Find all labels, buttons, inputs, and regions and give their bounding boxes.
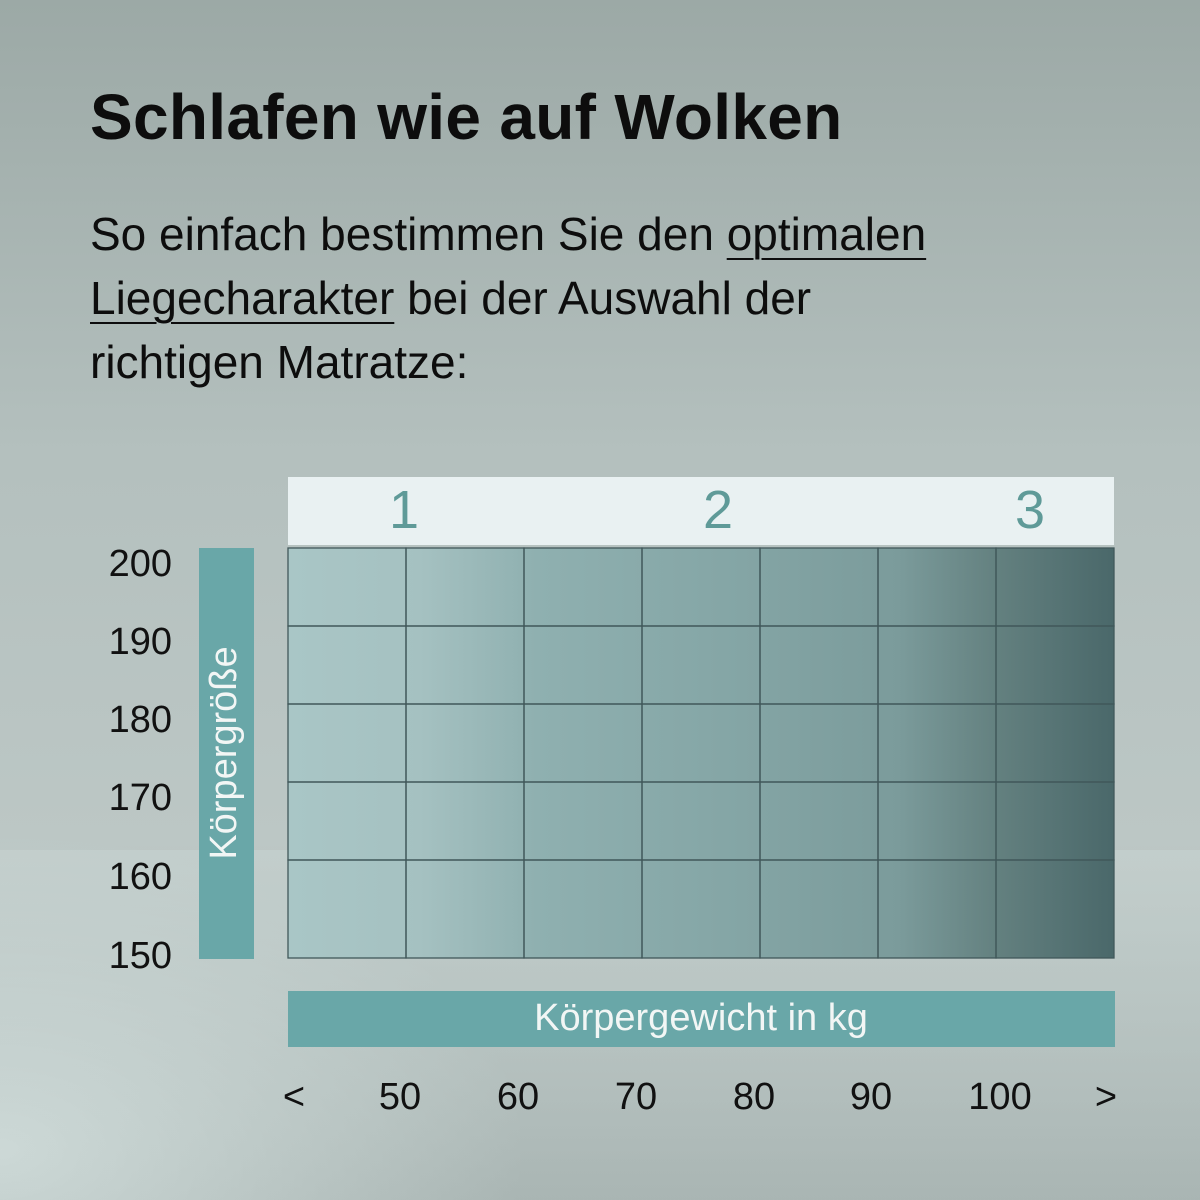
- zone-label-3: 3: [1015, 480, 1045, 540]
- y-axis-title: Körpergröße: [203, 646, 245, 859]
- x-tick-label: 100: [968, 1076, 1031, 1118]
- y-tick-label: 160: [109, 856, 172, 898]
- page-title: Schlafen wie auf Wolken: [90, 81, 843, 153]
- x-axis-title-bar: [288, 991, 1115, 1047]
- page-subtitle: So einfach bestimmen Sie den optimalen L…: [90, 202, 990, 394]
- zone-label-1: 1: [389, 480, 419, 540]
- y-tick-label: 150: [109, 935, 172, 977]
- y-tick-label: 180: [109, 699, 172, 741]
- x-tick-label: 60: [497, 1076, 539, 1118]
- y-tick-label: 200: [109, 543, 172, 585]
- x-tick-label: 50: [379, 1076, 421, 1118]
- x-tick-label: 80: [733, 1076, 775, 1118]
- grid-background: [288, 548, 1114, 958]
- subtitle-text-end: bei der Auswahl der richtigen Matratze:: [90, 272, 812, 388]
- zone-label-2: 2: [703, 480, 733, 540]
- x-tick-label: 90: [850, 1076, 892, 1118]
- y-tick-label: 190: [109, 621, 172, 663]
- x-tick-label: 70: [615, 1076, 657, 1118]
- subtitle-underlined-term: optimalen Liegecharakter: [90, 208, 927, 324]
- subtitle-text-start: So einfach bestimmen Sie den: [90, 208, 727, 260]
- y-axis-title-bar: [199, 548, 254, 959]
- grid-cell: [995, 859, 1115, 959]
- x-tick-label: <: [283, 1076, 305, 1118]
- y-tick-label: 170: [109, 777, 172, 819]
- zone-header-band: [288, 477, 1114, 545]
- x-tick-label: >: [1095, 1076, 1117, 1118]
- x-axis-title: Körpergewicht in kg: [534, 997, 868, 1039]
